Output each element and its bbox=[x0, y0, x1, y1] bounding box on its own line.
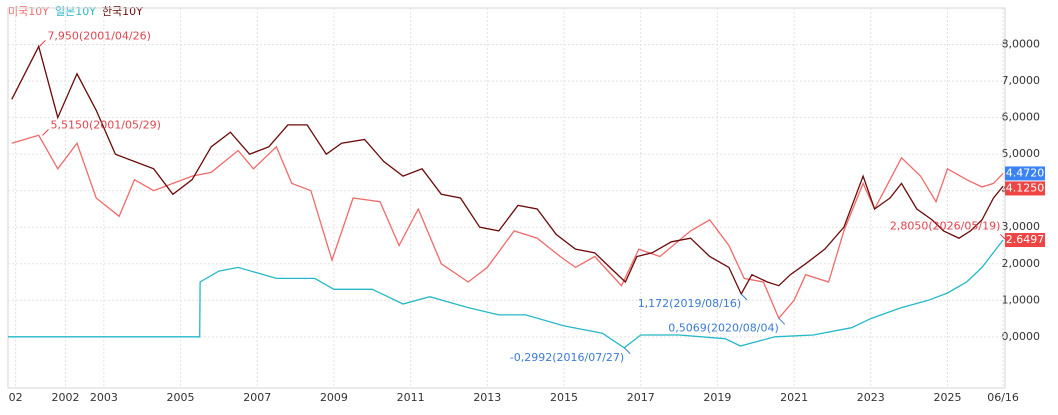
legend-entry: 일본10Y bbox=[55, 4, 96, 18]
y-tick-label: 2,0000 bbox=[1002, 257, 1041, 270]
x-tick-label: 2003 bbox=[90, 391, 118, 404]
series-line bbox=[8, 239, 1004, 349]
annotation-pointer bbox=[1000, 234, 1007, 241]
y-tick-label: 8,0000 bbox=[1002, 38, 1041, 51]
last-value-badge bbox=[1005, 181, 1045, 196]
last-value-badge bbox=[1005, 233, 1045, 248]
y-tick-label: 1,0000 bbox=[1002, 293, 1041, 306]
x-tick-label: 2015 bbox=[550, 391, 578, 404]
annotation-pointer bbox=[39, 40, 46, 47]
annotation-label: 7,950(2001/04/26) bbox=[47, 29, 150, 42]
annotation-label: 0,5069(2020/08/04) bbox=[668, 321, 778, 334]
x-tick-label: 2011 bbox=[397, 391, 425, 404]
x-tick-label: 02 bbox=[9, 391, 23, 404]
y-tick-label: 7,0000 bbox=[1002, 74, 1041, 87]
last-value-label: 2.6497 bbox=[1006, 233, 1045, 246]
series-line bbox=[11, 134, 1004, 320]
annotation-pointer bbox=[778, 317, 786, 325]
y-tick-label: 0,0000 bbox=[1002, 330, 1041, 343]
last-value-label: 4.1250 bbox=[1006, 181, 1045, 194]
annotation-pointer bbox=[623, 347, 631, 355]
annotation-label: -0,2992(2016/07/27) bbox=[510, 351, 624, 364]
legend-entry: 미국10Y bbox=[8, 5, 49, 18]
legend-entry: 한국10Y bbox=[102, 5, 143, 18]
annotation-label: 2,8050(2026/05/19) bbox=[890, 219, 1000, 232]
x-tick-label: 2007 bbox=[243, 391, 271, 404]
annotation-pointer bbox=[42, 128, 49, 136]
x-tick-label: 06/16 bbox=[987, 391, 1019, 404]
x-tick-label: 2025 bbox=[933, 391, 961, 404]
y-tick-label: 3,0000 bbox=[1002, 220, 1041, 233]
last-value-badge bbox=[1005, 166, 1045, 181]
annotation-label: 5,5150(2001/05/29) bbox=[51, 118, 161, 131]
annotation-label: 1,172(2019/08/16) bbox=[638, 297, 741, 310]
annotation-pointer bbox=[740, 293, 748, 301]
x-tick-label: 2023 bbox=[857, 391, 885, 404]
x-tick-label: 2013 bbox=[473, 391, 501, 404]
x-tick-label: 2002 bbox=[52, 391, 80, 404]
y-tick-label: 6,0000 bbox=[1002, 111, 1041, 124]
x-tick-label: 2019 bbox=[703, 391, 731, 404]
legend: 미국10Y 일본10Y 한국10Y bbox=[8, 4, 143, 18]
x-tick-label: 2017 bbox=[627, 391, 655, 404]
x-tick-label: 2009 bbox=[320, 391, 348, 404]
x-tick-label: 2005 bbox=[167, 391, 195, 404]
x-tick-label: 2021 bbox=[780, 391, 808, 404]
series-line bbox=[11, 44, 1004, 296]
y-tick-label: 5,0000 bbox=[1002, 147, 1041, 160]
last-value-label: 4.4720 bbox=[1006, 166, 1045, 179]
plot-area bbox=[7, 7, 1006, 389]
